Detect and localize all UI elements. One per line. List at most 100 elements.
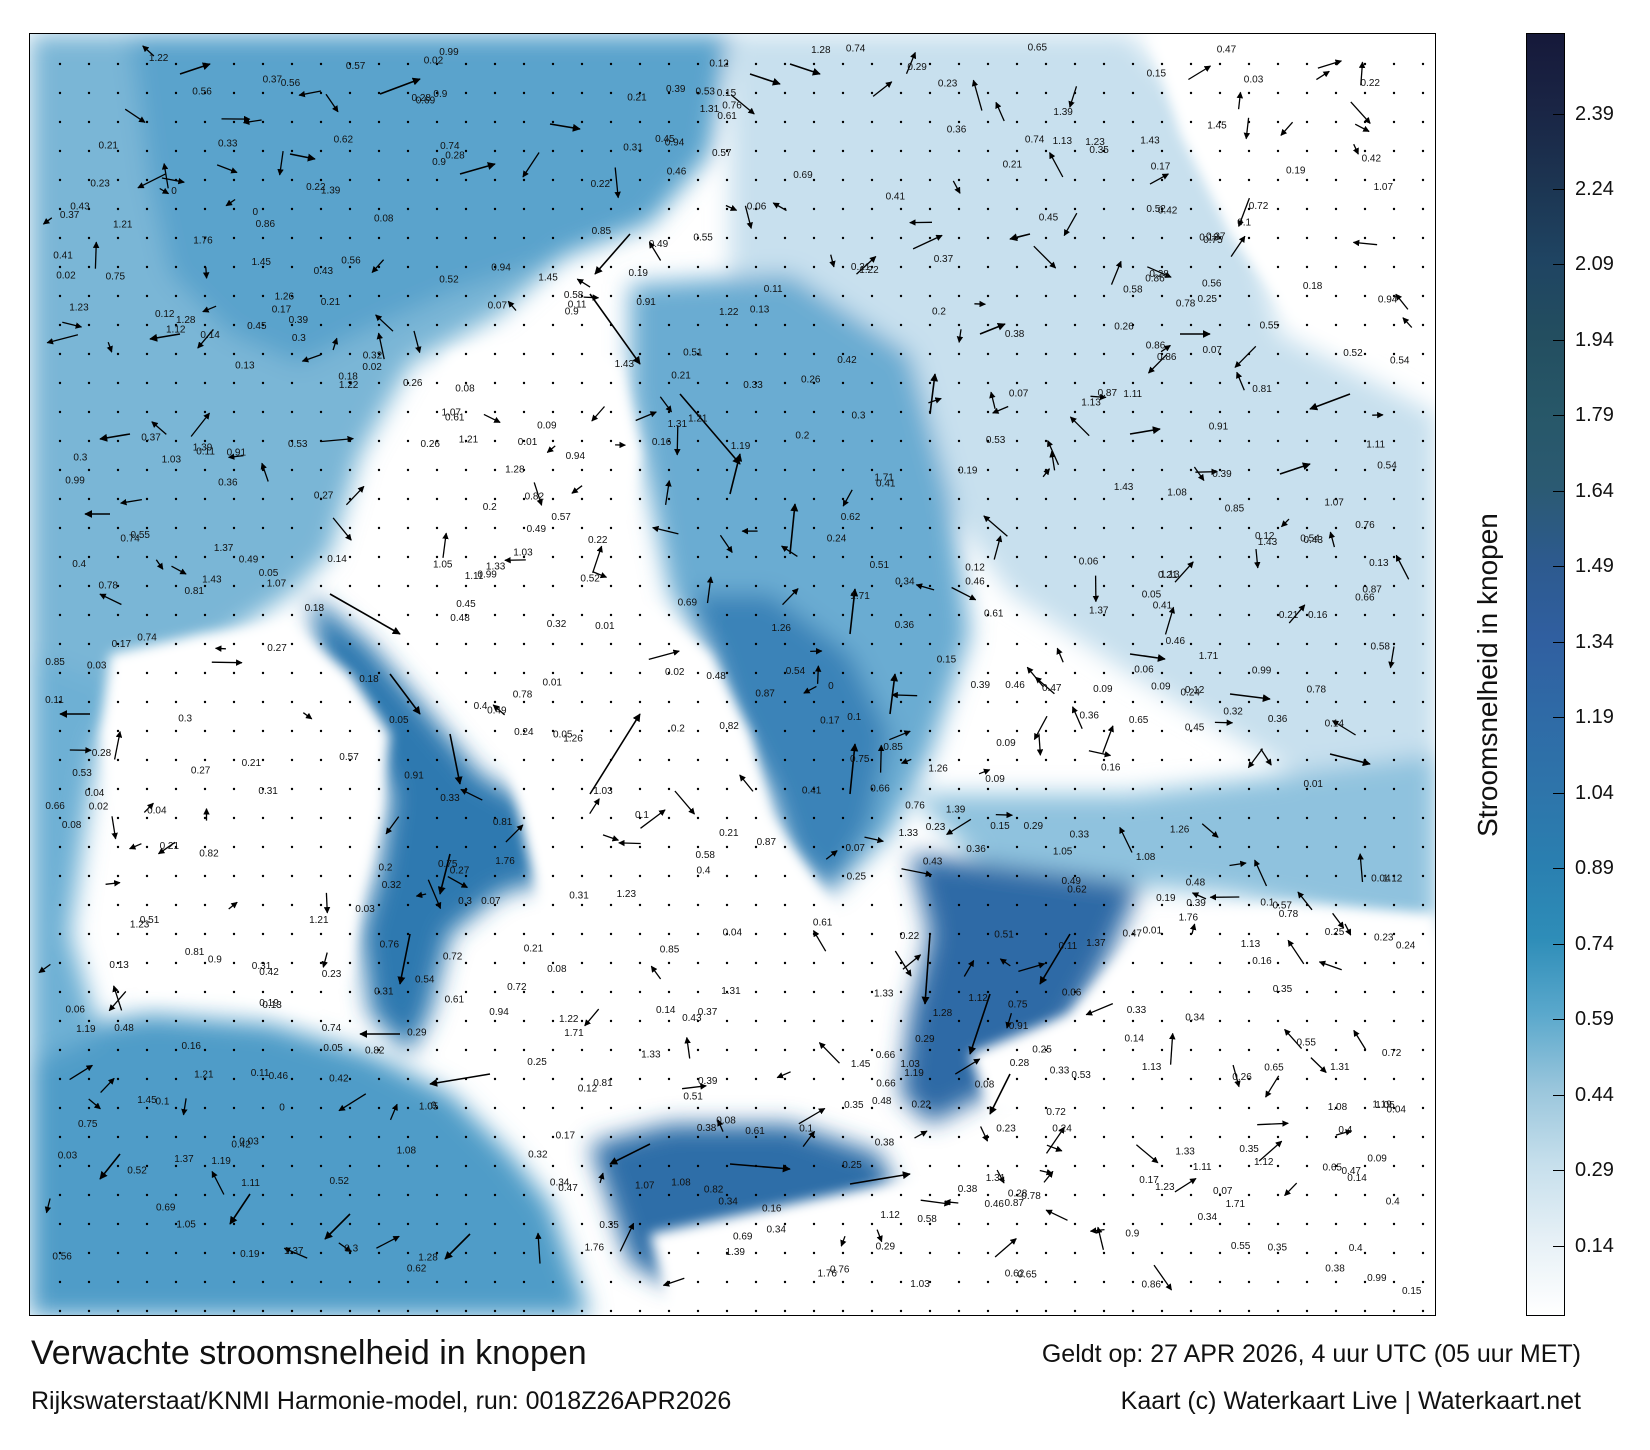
grid-dot xyxy=(1015,207,1019,211)
grid-dot xyxy=(1276,990,1280,994)
current-vector xyxy=(1257,1120,1289,1127)
current-vector xyxy=(385,816,400,835)
grid-dot xyxy=(1305,178,1309,182)
speed-label: 0.02 xyxy=(424,56,444,67)
grid-dot xyxy=(957,1222,961,1226)
grid-dot xyxy=(232,1077,236,1081)
grid-dot xyxy=(928,1251,932,1255)
grid-dot xyxy=(1044,671,1048,675)
grid-dot xyxy=(1073,178,1077,182)
speed-label: 0.45 xyxy=(1039,213,1059,224)
legend-tick-mark xyxy=(1553,490,1565,492)
grid-dot xyxy=(145,1077,149,1081)
grid-dot xyxy=(493,816,497,820)
grid-dot xyxy=(986,381,990,385)
speed-label: 0.03 xyxy=(87,660,107,671)
grid-dot xyxy=(1015,1164,1019,1168)
speed-label: 0.66 xyxy=(1355,593,1375,604)
grid-dot xyxy=(986,845,990,849)
current-speed-map[interactable]: 0.28 0.21 0.34 0.22 0.19 0.16 0.11 0.17 0.21 0.12… xyxy=(29,33,1436,1316)
grid-dot xyxy=(1392,990,1396,994)
grid-dot xyxy=(1334,1106,1338,1110)
grid-dot xyxy=(841,584,845,588)
grid-dot xyxy=(1015,816,1019,820)
speed-label: 0.46 xyxy=(965,577,985,588)
grid-dot xyxy=(1363,62,1367,66)
speed-label: 0.06 xyxy=(1062,987,1082,998)
grid-dot xyxy=(232,439,236,443)
grid-dot xyxy=(174,671,178,675)
grid-dot xyxy=(1247,207,1251,211)
grid-dot xyxy=(783,1222,787,1226)
grid-dot xyxy=(783,439,787,443)
grid-dot xyxy=(841,613,845,617)
speed-label: 0.86 xyxy=(1142,1279,1162,1290)
grid-dot xyxy=(609,932,613,936)
current-vector xyxy=(1258,1140,1283,1162)
grid-dot xyxy=(406,990,410,994)
speed-label: 0.07 xyxy=(1203,345,1223,356)
grid-dot xyxy=(1073,207,1077,211)
grid-dot xyxy=(1073,1019,1077,1023)
grid-dot xyxy=(899,207,903,211)
grid-dot xyxy=(928,381,932,385)
current-vector xyxy=(42,217,53,225)
grid-dot xyxy=(1305,352,1309,356)
speed-label: 0.69 xyxy=(793,170,813,181)
grid-dot xyxy=(1421,729,1425,733)
speed-label: 1.23 xyxy=(1155,1182,1175,1193)
grid-dot xyxy=(145,961,149,965)
grid-dot xyxy=(986,1222,990,1226)
grid-dot xyxy=(1218,381,1222,385)
grid-dot xyxy=(667,497,671,501)
current-vector xyxy=(161,177,185,185)
current-vector xyxy=(619,1222,635,1252)
current-vector xyxy=(159,187,170,195)
current-vector xyxy=(905,51,917,75)
grid-dot xyxy=(493,1164,497,1168)
grid-dot xyxy=(493,352,497,356)
speed-label: 0.72 xyxy=(443,952,463,963)
grid-dot xyxy=(377,468,381,472)
grid-dot xyxy=(87,758,91,762)
grid-dot xyxy=(87,1135,91,1139)
grid-dot xyxy=(435,1309,439,1313)
grid-dot xyxy=(1044,1309,1048,1313)
grid-dot xyxy=(319,990,323,994)
grid-dot xyxy=(116,555,120,559)
current-vector xyxy=(171,565,187,575)
speed-label: 0.78 xyxy=(99,581,119,592)
speed-label: 1.11 xyxy=(465,571,484,582)
current-vector xyxy=(1056,647,1064,663)
speed-label: 1.39 xyxy=(1053,107,1073,118)
speed-label: 0.94 xyxy=(491,263,511,274)
grid-dot xyxy=(870,265,874,269)
speed-label: 0.32 xyxy=(382,880,402,891)
grid-dot xyxy=(1160,207,1164,211)
grid-dot xyxy=(406,352,410,356)
grid-dot xyxy=(783,236,787,240)
grid-dot xyxy=(1189,236,1193,240)
grid-dot xyxy=(1015,729,1019,733)
grid-dot xyxy=(435,1164,439,1168)
legend-tick-label: 0.74 xyxy=(1575,932,1614,955)
grid-dot xyxy=(522,961,526,965)
speed-label: 0.17 xyxy=(1139,1175,1159,1186)
current-vector xyxy=(1395,293,1409,310)
grid-dot xyxy=(928,91,932,95)
grid-dot xyxy=(522,1077,526,1081)
grid-dot xyxy=(145,845,149,849)
grid-dot xyxy=(203,990,207,994)
speed-label: 1.37 xyxy=(284,1246,304,1257)
speed-label: 0.55 xyxy=(693,232,713,243)
grid-dot xyxy=(1044,91,1048,95)
grid-dot xyxy=(667,961,671,965)
current-vector xyxy=(849,743,859,795)
grid-dot xyxy=(783,671,787,675)
grid-dot xyxy=(1189,1019,1193,1023)
grid-dot xyxy=(145,555,149,559)
grid-dot xyxy=(609,62,613,66)
grid-dot xyxy=(1247,1280,1251,1284)
grid-dot xyxy=(290,700,294,704)
current-vector xyxy=(956,329,964,343)
